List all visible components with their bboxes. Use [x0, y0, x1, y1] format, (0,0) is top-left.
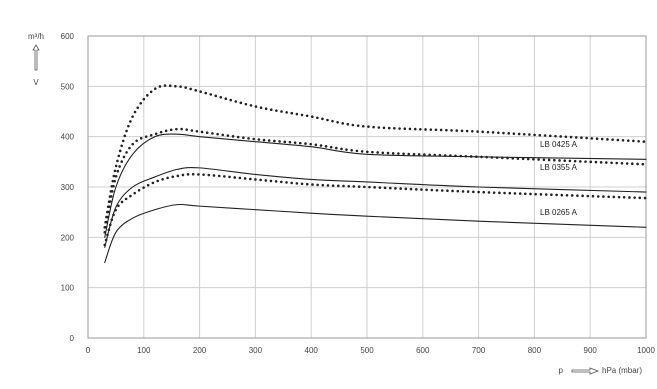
axis-layer: 0 100 200 300 400 500 600 700 800 900 1000 0 100 200 3…: [61, 32, 656, 355]
x-tick-label: 600: [416, 346, 430, 355]
x-tick-label: 900: [584, 346, 598, 355]
x-axis-label: p: [559, 366, 564, 375]
y-tick-label: 200: [61, 233, 75, 242]
series-solid-line-1: [104, 133, 647, 238]
x-tick-label: 300: [249, 346, 263, 355]
series-label: LB 0265 A: [540, 208, 578, 217]
y-tick-label: 600: [61, 32, 75, 41]
series-label: LB 0425 A: [540, 140, 578, 149]
x-tick-label: 1000: [637, 346, 655, 355]
y-tick-label: 100: [61, 284, 75, 293]
x-axis-arrow-icon: [571, 367, 600, 375]
series-dotted-line-4: [103, 172, 648, 247]
y-axis-symbol: V: [33, 78, 39, 87]
x-tick-label: 200: [193, 346, 207, 355]
x-tick-label: 400: [305, 346, 319, 355]
y-tick-label: 0: [70, 334, 75, 343]
x-axis-unit: hPa (mbar): [602, 366, 642, 375]
y-tick-label: 400: [61, 133, 75, 142]
x-tick-label: 500: [360, 346, 374, 355]
x-tick-label: 700: [472, 346, 486, 355]
label-layer: m³/h Vp hPa (mbar) LB 0425 A LB 0355 A LB 026…: [28, 32, 642, 375]
series-dotted-line-2: [103, 127, 648, 234]
series-dotted-line-0: [103, 84, 648, 229]
y-axis-arrow-icon: [32, 44, 40, 71]
series-label: LB 0355 A: [540, 163, 578, 172]
y-tick-label: 300: [61, 183, 75, 192]
grid-layer: [88, 36, 646, 338]
series-solid-line-3: [104, 166, 647, 248]
x-tick-label: 100: [137, 346, 151, 355]
x-tick-label: 0: [86, 346, 91, 355]
plot-frame: [87, 35, 647, 339]
y-axis-label: m³/h: [28, 32, 44, 41]
series-solid-line-5: [104, 203, 647, 264]
x-tick-label: 800: [528, 346, 542, 355]
series-layer: [103, 84, 648, 264]
y-tick-label: 500: [61, 82, 75, 91]
